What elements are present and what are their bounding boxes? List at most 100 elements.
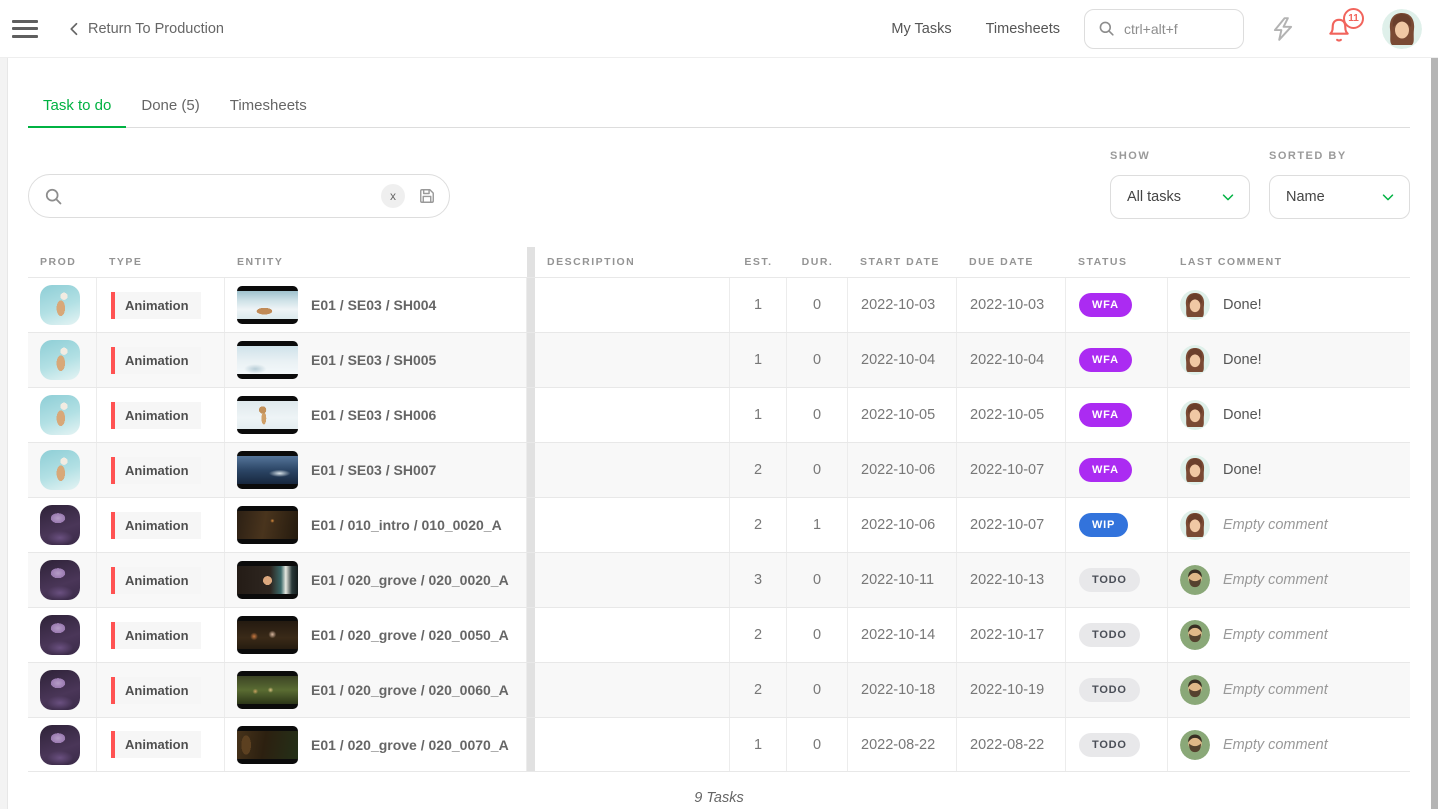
production-avatar [40, 285, 80, 325]
table-row[interactable]: Animation E01 / SE03 / SH004 1 0 2022-10… [28, 277, 1410, 332]
start-date-cell: 2022-10-06 [848, 443, 957, 497]
entity-thumbnail[interactable] [237, 561, 298, 599]
entity-name[interactable]: E01 / 020_grove / 020_0060_A [311, 682, 509, 698]
table-row[interactable]: Animation E01 / SE03 / SH006 1 0 2022-10… [28, 387, 1410, 442]
column-resize-handle[interactable] [527, 663, 535, 717]
entity-thumbnail[interactable] [237, 671, 298, 709]
chevron-down-icon [1219, 188, 1237, 206]
user-avatar[interactable] [1382, 8, 1422, 49]
entity-thumbnail[interactable] [237, 506, 298, 544]
last-comment-text: Empty comment [1223, 627, 1328, 643]
table-row[interactable]: Animation E01 / 020_grove / 020_0070_A 1… [28, 717, 1410, 772]
production-avatar [40, 340, 80, 380]
status-badge[interactable]: WFA [1079, 348, 1132, 372]
task-type-badge: Animation [111, 401, 201, 429]
flash-icon[interactable] [1270, 16, 1296, 42]
vertical-scrollbar[interactable] [1431, 58, 1438, 809]
entity-name[interactable]: E01 / 010_intro / 010_0020_A [311, 517, 502, 533]
table-row[interactable]: Animation E01 / 010_intro / 010_0020_A 2… [28, 497, 1410, 552]
entity-name[interactable]: E01 / SE03 / SH004 [311, 297, 437, 313]
tasks-count-footer: 9 Tasks [694, 790, 744, 806]
return-to-production-link[interactable]: Return To Production [66, 20, 224, 38]
last-comment-text: Done! [1223, 407, 1262, 423]
tab-task-to-do[interactable]: Task to do [28, 88, 127, 128]
column-resize-handle[interactable] [527, 333, 535, 387]
table-row[interactable]: Animation E01 / SE03 / SH007 2 0 2022-10… [28, 442, 1410, 497]
estimation-cell: 3 [730, 553, 787, 607]
estimation-cell: 1 [730, 718, 787, 771]
status-badge[interactable]: TODO [1079, 732, 1140, 757]
description-cell [535, 443, 730, 497]
tab-timesheets[interactable]: Timesheets [229, 97, 307, 114]
entity-name[interactable]: E01 / 020_grove / 020_0070_A [311, 736, 509, 753]
entity-name[interactable]: E01 / 020_grove / 020_0020_A [311, 572, 509, 588]
column-resize-handle[interactable] [527, 718, 535, 771]
task-search-box[interactable]: x [28, 174, 450, 218]
show-filter-value: All tasks [1127, 189, 1181, 205]
status-badge[interactable]: WFA [1079, 403, 1132, 427]
table-row[interactable]: Animation E01 / 020_grove / 020_0050_A 2… [28, 607, 1410, 662]
last-comment-text: Empty comment [1223, 682, 1328, 698]
global-search-box[interactable] [1084, 8, 1244, 49]
global-search-input[interactable] [1124, 20, 1224, 37]
due-date-cell: 2022-08-22 [957, 718, 1066, 771]
table-row[interactable]: Animation E01 / SE03 / SH005 1 0 2022-10… [28, 332, 1410, 387]
save-search-icon[interactable] [417, 186, 437, 206]
estimation-cell: 1 [730, 333, 787, 387]
entity-name[interactable]: E01 / 020_grove / 020_0050_A [311, 627, 509, 643]
header-entity: ENTITY [237, 256, 284, 268]
column-resize-handle[interactable] [527, 498, 535, 552]
production-avatar [40, 505, 80, 545]
tab-done[interactable]: Done (5) [141, 97, 200, 114]
entity-thumbnail[interactable] [237, 286, 298, 324]
nav-my-tasks[interactable]: My Tasks [891, 20, 952, 37]
last-comment-text: Done! [1223, 297, 1262, 313]
notifications-bell-icon[interactable]: 11 [1326, 7, 1364, 42]
description-cell [535, 333, 730, 387]
column-resize-handle[interactable] [527, 388, 535, 442]
menu-icon[interactable] [12, 19, 38, 38]
entity-thumbnail[interactable] [237, 396, 298, 434]
header-estimation: EST. [744, 256, 773, 268]
estimation-cell: 2 [730, 498, 787, 552]
column-resize-handle[interactable] [527, 553, 535, 607]
task-type-badge: Animation [111, 566, 201, 594]
column-resize-handle[interactable] [527, 608, 535, 662]
last-comment-text: Empty comment [1223, 736, 1328, 753]
status-badge[interactable]: TODO [1079, 568, 1140, 592]
entity-thumbnail-image [237, 511, 298, 539]
entity-name[interactable]: E01 / SE03 / SH005 [311, 352, 437, 368]
column-resize-handle[interactable] [527, 443, 535, 497]
entity-thumbnail[interactable] [237, 341, 298, 379]
table-row[interactable]: Animation E01 / 020_grove / 020_0060_A 2… [28, 662, 1410, 717]
task-type-badge: Animation [111, 291, 201, 319]
clear-search-button[interactable]: x [381, 184, 405, 208]
production-avatar [40, 615, 80, 655]
task-search-input[interactable] [72, 188, 373, 204]
entity-thumbnail-image [237, 346, 298, 374]
table-row[interactable]: Animation E01 / 020_grove / 020_0020_A 3… [28, 552, 1410, 607]
entity-thumbnail[interactable] [237, 616, 298, 654]
status-badge[interactable]: WIP [1079, 513, 1129, 537]
status-badge[interactable]: TODO [1079, 623, 1140, 647]
entity-name[interactable]: E01 / SE03 / SH007 [311, 462, 437, 478]
entity-name[interactable]: E01 / SE03 / SH006 [311, 407, 437, 423]
entity-thumbnail[interactable] [237, 725, 298, 764]
column-resize-handle[interactable] [527, 247, 535, 277]
last-comment-text: Done! [1223, 352, 1262, 368]
description-cell [535, 718, 730, 771]
entity-thumbnail[interactable] [237, 451, 298, 489]
filters-row: x SHOW All tasks SORTED BY Name [28, 150, 1410, 219]
nav-timesheets[interactable]: Timesheets [985, 20, 1060, 37]
show-filter-dropdown[interactable]: All tasks [1110, 175, 1250, 219]
status-badge[interactable]: WFA [1079, 458, 1132, 482]
last-comment-text: Done! [1223, 462, 1262, 478]
production-avatar [40, 724, 80, 765]
sorted-by-dropdown[interactable]: Name [1269, 175, 1410, 219]
status-badge[interactable]: TODO [1079, 678, 1140, 702]
status-badge[interactable]: WFA [1079, 293, 1132, 317]
column-resize-handle[interactable] [527, 278, 535, 332]
collapsed-sidebar-strip[interactable] [0, 58, 8, 809]
description-cell [535, 553, 730, 607]
entity-thumbnail-image [237, 621, 298, 649]
